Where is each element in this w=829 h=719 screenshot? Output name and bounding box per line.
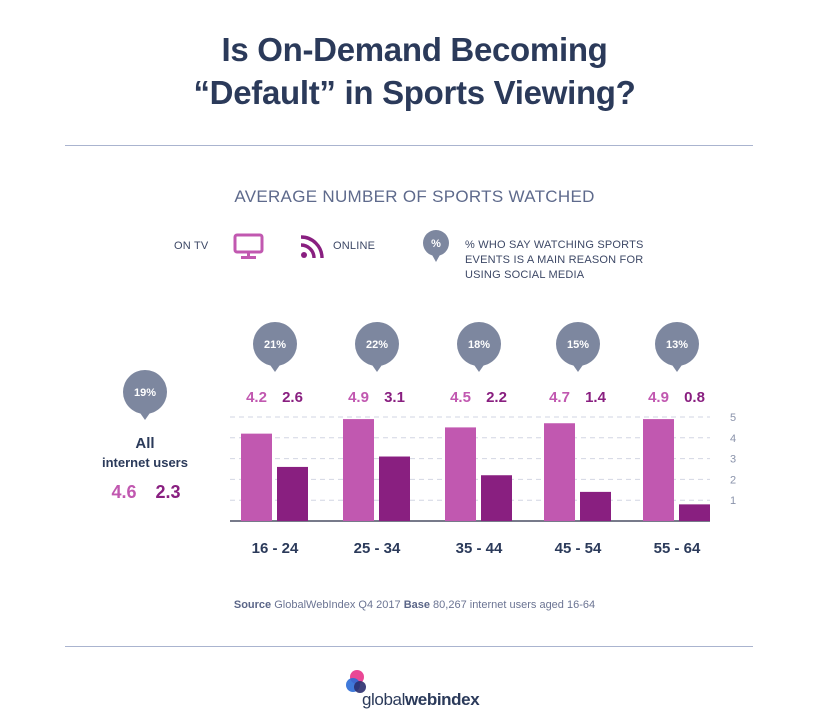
bar-tv-55-64 [643,419,674,521]
page-title: Is On-Demand Becoming “Default” in Sport… [0,28,829,114]
data-label-tv: 4.7 [549,389,570,406]
y-tick-label: 4 [730,433,736,445]
pct-45-54-pointer [571,362,585,372]
legend-pct-description: % WHO SAY WATCHING SPORTS EVENTS IS A MA… [465,238,665,283]
divider-bottom [65,646,753,647]
legend-tv-label: ON TV [174,240,209,252]
source-label: Source [233,599,272,611]
divider-top [65,145,753,146]
pct-16-24-bubble [253,322,297,366]
logo-text-webindex: webindex [404,690,480,709]
source-note: Source GlobalWebIndex Q4 2017 Base 80,26… [0,599,829,611]
data-label-tv: 4.9 [648,389,669,406]
data-label-tv: 4.2 [246,389,267,406]
all-users-label-line2: internet users [102,455,188,470]
pct-16-24-pointer [268,362,282,372]
x-tick-label: 35 - 44 [456,540,503,557]
pct-25-34-bubble [355,322,399,366]
bar-chart: 1 2 3 4 5 4.2 2.6 16 - 24 21% 4.9 3.1 25 - 34 22% 4.5… [102,322,736,557]
pct-55-64-label: 13% [666,339,688,351]
tv-icon [233,233,264,259]
y-tick-label: 2 [730,474,736,486]
all-users-online-value: 2.3 [155,482,180,502]
bar-tv-45-54 [544,423,575,521]
logo-text: globalwebindex [362,690,480,710]
data-label-online: 3.1 [384,389,405,406]
logo-text-global: global [362,690,405,709]
title-line-2: “Default” in Sports Viewing? [193,74,636,111]
bar-online-25-34 [379,456,410,521]
data-label-online: 1.4 [585,389,607,406]
pct-35-44-bubble [457,322,501,366]
pct-all-users-pointer [138,410,152,420]
y-tick-label: 5 [730,412,736,424]
pct-55-64-bubble [655,322,699,366]
y-tick-label: 3 [730,454,736,466]
data-label-online: 2.6 [282,389,303,406]
x-tick-label: 45 - 54 [555,540,602,557]
pct-25-34-pointer [370,362,384,372]
all-users-tv-value: 4.6 [111,482,136,502]
bar-tv-35-44 [445,427,476,521]
data-label-online: 2.2 [486,389,507,406]
x-tick-label: 25 - 34 [354,540,401,557]
bar-tv-16-24 [241,433,272,521]
pct-25-34-label: 22% [366,339,388,351]
pct-35-44-pointer [472,362,486,372]
pct-all-users-bubble [123,370,167,414]
data-label-online: 0.8 [684,389,705,406]
pct-55-64-pointer [670,362,684,372]
source-text: GlobalWebIndex Q4 2017 [274,599,401,611]
title-line-1: Is On-Demand Becoming [221,31,608,68]
bar-online-16-24 [277,466,308,521]
legend-desc-line-2: EVENTS IS A MAIN REASON FOR [465,254,644,266]
base-label: Base [403,599,430,611]
rss-icon [300,235,324,259]
x-tick-label: 55 - 64 [654,540,701,557]
chart-title: AVERAGE NUMBER OF SPORTS WATCHED [234,187,595,206]
pct-45-54-label: 15% [567,339,589,351]
percent-badge-label: % [431,238,441,250]
pct-35-44-label: 18% [468,339,490,351]
bar-online-55-64 [679,504,710,521]
x-tick-label: 16 - 24 [252,540,299,557]
legend-desc-line-1: % WHO SAY WATCHING SPORTS [465,239,644,251]
legend-online-label: ONLINE [333,240,376,252]
bar-tv-25-34 [343,419,374,521]
all-users-label-line1: All [135,435,154,452]
base-text: 80,267 internet users aged 16-64 [433,599,596,611]
data-label-tv: 4.5 [450,389,471,406]
logo-mark-icon [346,670,366,693]
data-label-tv: 4.9 [348,389,369,406]
pct-all-users-label: 19% [134,387,156,399]
percent-badge-icon: % [423,230,449,262]
legend-desc-line-3: USING SOCIAL MEDIA [465,269,585,281]
y-tick-label: 1 [730,495,736,507]
bar-online-35-44 [481,475,512,521]
pct-45-54-bubble [556,322,600,366]
bar-online-45-54 [580,491,611,521]
globalwebindex-logo: globalwebindex [344,668,504,712]
pct-16-24-label: 21% [264,339,286,351]
